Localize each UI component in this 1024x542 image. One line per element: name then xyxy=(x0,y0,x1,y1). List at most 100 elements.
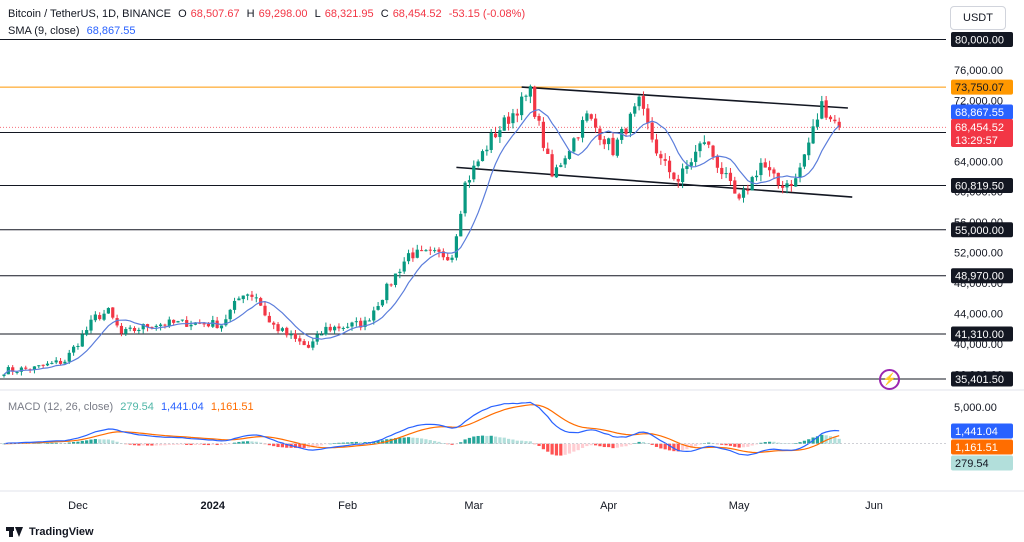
candle-body xyxy=(102,313,106,320)
level-tag-5: 48,970.00 xyxy=(951,268,1013,284)
candle xyxy=(833,114,837,124)
macd-histogram-bar xyxy=(450,443,454,445)
candle xyxy=(541,117,545,152)
channel-lines xyxy=(456,86,853,198)
macd-histogram-bar xyxy=(93,439,97,444)
macd-histogram-bar xyxy=(759,442,763,444)
candle-body xyxy=(463,182,467,214)
candle xyxy=(389,283,393,287)
symbol-title[interactable]: Bitcoin / TetherUS, 1D, BINANCE xyxy=(8,8,172,20)
macd-histogram-bar xyxy=(472,436,476,444)
macd-histogram-bar xyxy=(241,441,245,444)
candle-body xyxy=(354,321,358,323)
candle-body xyxy=(41,364,45,366)
candle-body xyxy=(411,252,415,259)
candle-body xyxy=(507,116,511,124)
price-tags: 80,000.0073,750.0767,775.0060,819.5055,0… xyxy=(951,32,1013,471)
candle xyxy=(659,150,663,165)
candle xyxy=(41,364,45,369)
candle xyxy=(815,113,820,130)
change-value: -53.15 (-0.08%) xyxy=(448,8,526,20)
macd-histogram-bar xyxy=(202,443,206,445)
macd-histogram-bar xyxy=(37,442,41,444)
macd-histogram-bar xyxy=(533,443,537,445)
candle xyxy=(228,308,232,323)
candle-body xyxy=(728,172,733,181)
level-tag-0-text: 80,000.00 xyxy=(955,35,1004,47)
macd-histogram-bar xyxy=(554,443,559,456)
macd-histogram-bar xyxy=(598,443,602,447)
candle xyxy=(802,154,806,170)
macd-histogram-bar xyxy=(337,442,341,444)
candle-body xyxy=(11,367,15,372)
candle-body xyxy=(224,319,228,326)
candle-body xyxy=(276,324,280,332)
macd-histogram-bar xyxy=(515,440,519,444)
macd-histogram-bar xyxy=(689,443,693,448)
macd-histogram-bar xyxy=(576,443,580,451)
candle-body xyxy=(72,346,76,353)
level-tag-7-text: 35,401.50 xyxy=(955,374,1004,386)
macd-histogram-bar xyxy=(45,442,50,444)
level-tag-6-text: 41,310.00 xyxy=(955,329,1004,341)
low-label: L xyxy=(314,8,321,20)
time-axis: Dec 2024 Feb Mar Apr May Jun xyxy=(68,500,883,512)
price-tick-label: 52,000.00 xyxy=(954,248,1003,260)
candle xyxy=(781,180,785,194)
candle-body xyxy=(289,334,293,336)
sma-legend[interactable]: SMA (9, close) 68,867.55 xyxy=(8,25,140,37)
level-tag-7: 35,401.50 xyxy=(951,371,1013,387)
candle xyxy=(45,361,50,367)
hist-value-tag-box xyxy=(951,455,1013,471)
lightning-icon[interactable]: ⚡ xyxy=(879,369,900,390)
macd-histogram-bar xyxy=(580,443,585,448)
macd-histogram-bar xyxy=(206,443,211,446)
candle-body xyxy=(150,326,154,328)
candle-body xyxy=(702,142,706,144)
candle-body xyxy=(37,365,41,367)
candle xyxy=(594,113,598,133)
macd-histogram-bar xyxy=(520,440,524,444)
candle xyxy=(298,335,302,345)
currency-button[interactable]: USDT xyxy=(950,6,1006,30)
macd-histogram-value: 279.54 xyxy=(120,401,154,413)
candle xyxy=(563,155,567,168)
candle-body xyxy=(707,141,711,145)
candle-body xyxy=(119,325,124,334)
macd-histogram-bar xyxy=(246,441,250,444)
macd-histogram-bar xyxy=(837,438,841,444)
macd-histogram-bar xyxy=(589,443,593,446)
macd-histogram-bar xyxy=(363,442,367,444)
candle xyxy=(511,108,515,129)
candle-body xyxy=(580,120,585,138)
macd-histogram-bar xyxy=(776,442,780,444)
macd-histogram-bar xyxy=(319,443,324,446)
macd-signal-line xyxy=(3,404,840,454)
macd-histogram-bar xyxy=(163,443,167,446)
candle-body xyxy=(385,283,389,301)
candle xyxy=(702,135,706,146)
candle-body xyxy=(572,138,576,152)
macd-histogram-bar xyxy=(328,443,332,445)
macd-histogram-bar xyxy=(676,443,680,452)
level-tag-3-text: 60,819.50 xyxy=(955,181,1004,193)
candle xyxy=(550,149,554,178)
candle-body xyxy=(559,165,563,167)
candle xyxy=(807,137,811,161)
candle xyxy=(450,254,454,263)
candle-body xyxy=(298,338,302,342)
candle xyxy=(493,126,498,139)
candle-body xyxy=(676,178,680,182)
candle-body xyxy=(328,326,332,331)
candle xyxy=(728,167,733,185)
macd-histogram-bar xyxy=(376,440,380,444)
candle-body xyxy=(272,322,276,325)
candle-body xyxy=(781,185,785,188)
macd-histogram-bar xyxy=(707,442,711,444)
candle xyxy=(280,326,284,333)
macd-legend[interactable]: MACD (12, 26, close) 279.54 1,441.04 1,1… xyxy=(8,401,258,413)
candle-body xyxy=(311,341,315,348)
macd-histogram-bar xyxy=(293,443,298,448)
macd-histogram-bar xyxy=(106,439,110,444)
